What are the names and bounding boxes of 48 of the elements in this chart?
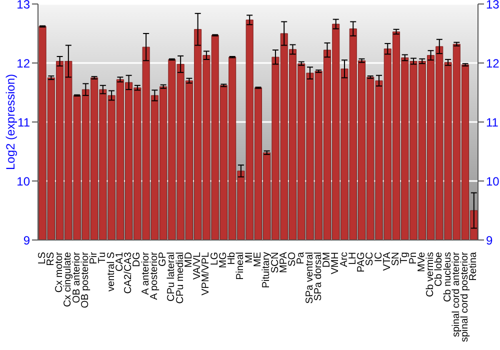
x-tick-label: DG xyxy=(132,252,143,267)
x-tick-label: A anterior xyxy=(140,251,152,295)
y2-tick-label: 9 xyxy=(486,233,493,248)
x-tick-label: spinal cord anterior xyxy=(450,251,462,338)
x-tick-label: Retina xyxy=(468,252,480,281)
x-tick-label: VMH xyxy=(330,252,342,274)
y2-tick-label: 11 xyxy=(486,115,499,130)
y-axis-title: Log2 (expression) xyxy=(3,74,18,170)
x-tick-label: IC xyxy=(373,252,384,262)
x-tick-label: Cb lobe xyxy=(434,252,445,286)
y-tick-label: 13 xyxy=(16,0,30,12)
y-tick-label: 10 xyxy=(16,174,30,188)
x-tick-label: spinal cord posterior xyxy=(460,251,471,342)
x-tick-label: SPa dorsal xyxy=(312,252,324,301)
x-tick-label: OB posterior xyxy=(80,251,91,308)
x-tick-label: Pn xyxy=(408,252,419,264)
x-tick-label: MPA xyxy=(278,252,290,273)
x-tick-label: VTA xyxy=(382,252,393,271)
x-tick-label: ME xyxy=(252,252,264,267)
x-tick-label: A posterior xyxy=(148,251,160,300)
x-tick-label: LS xyxy=(36,252,48,264)
x-tick-label: CA1 xyxy=(114,252,126,272)
x-tick-label: Pa xyxy=(296,252,307,264)
x-tick-label: MG xyxy=(218,252,229,268)
y-tick-label: 11 xyxy=(18,115,30,130)
x-tick-label: Cx cingulate xyxy=(62,252,74,308)
x-tick-label: Arc xyxy=(338,252,350,267)
x-tick-label: CPu medial xyxy=(174,252,186,304)
x-tick-label: MVe xyxy=(416,252,428,272)
y2-tick-label: 10 xyxy=(486,174,500,188)
x-tick-label: OB anterior xyxy=(71,251,82,304)
x-tick-label: Pituitary xyxy=(261,252,272,288)
y2-tick-label: 13 xyxy=(486,0,500,12)
x-tick-label: ventral S xyxy=(106,252,117,292)
x-tick-label: LH xyxy=(347,252,358,265)
y-tick-label: 12 xyxy=(16,56,30,70)
x-tick-label: VPM/VPL xyxy=(200,252,212,296)
x-tick-label: Tg xyxy=(399,252,410,264)
y-tick-label: 9 xyxy=(23,233,30,248)
x-tick-label: Pineal xyxy=(235,252,246,280)
x-tick-label: Cb nucleus xyxy=(442,252,454,302)
x-tick-label: RS xyxy=(45,252,56,266)
x-tick-label: MI xyxy=(244,252,255,264)
x-tick-label: SCN xyxy=(270,252,281,274)
x-tick-label: SC xyxy=(364,252,376,266)
x-tick-label: LG xyxy=(209,252,220,266)
y2-tick-label: 12 xyxy=(486,56,500,70)
x-tick-label: Tu xyxy=(97,252,108,264)
